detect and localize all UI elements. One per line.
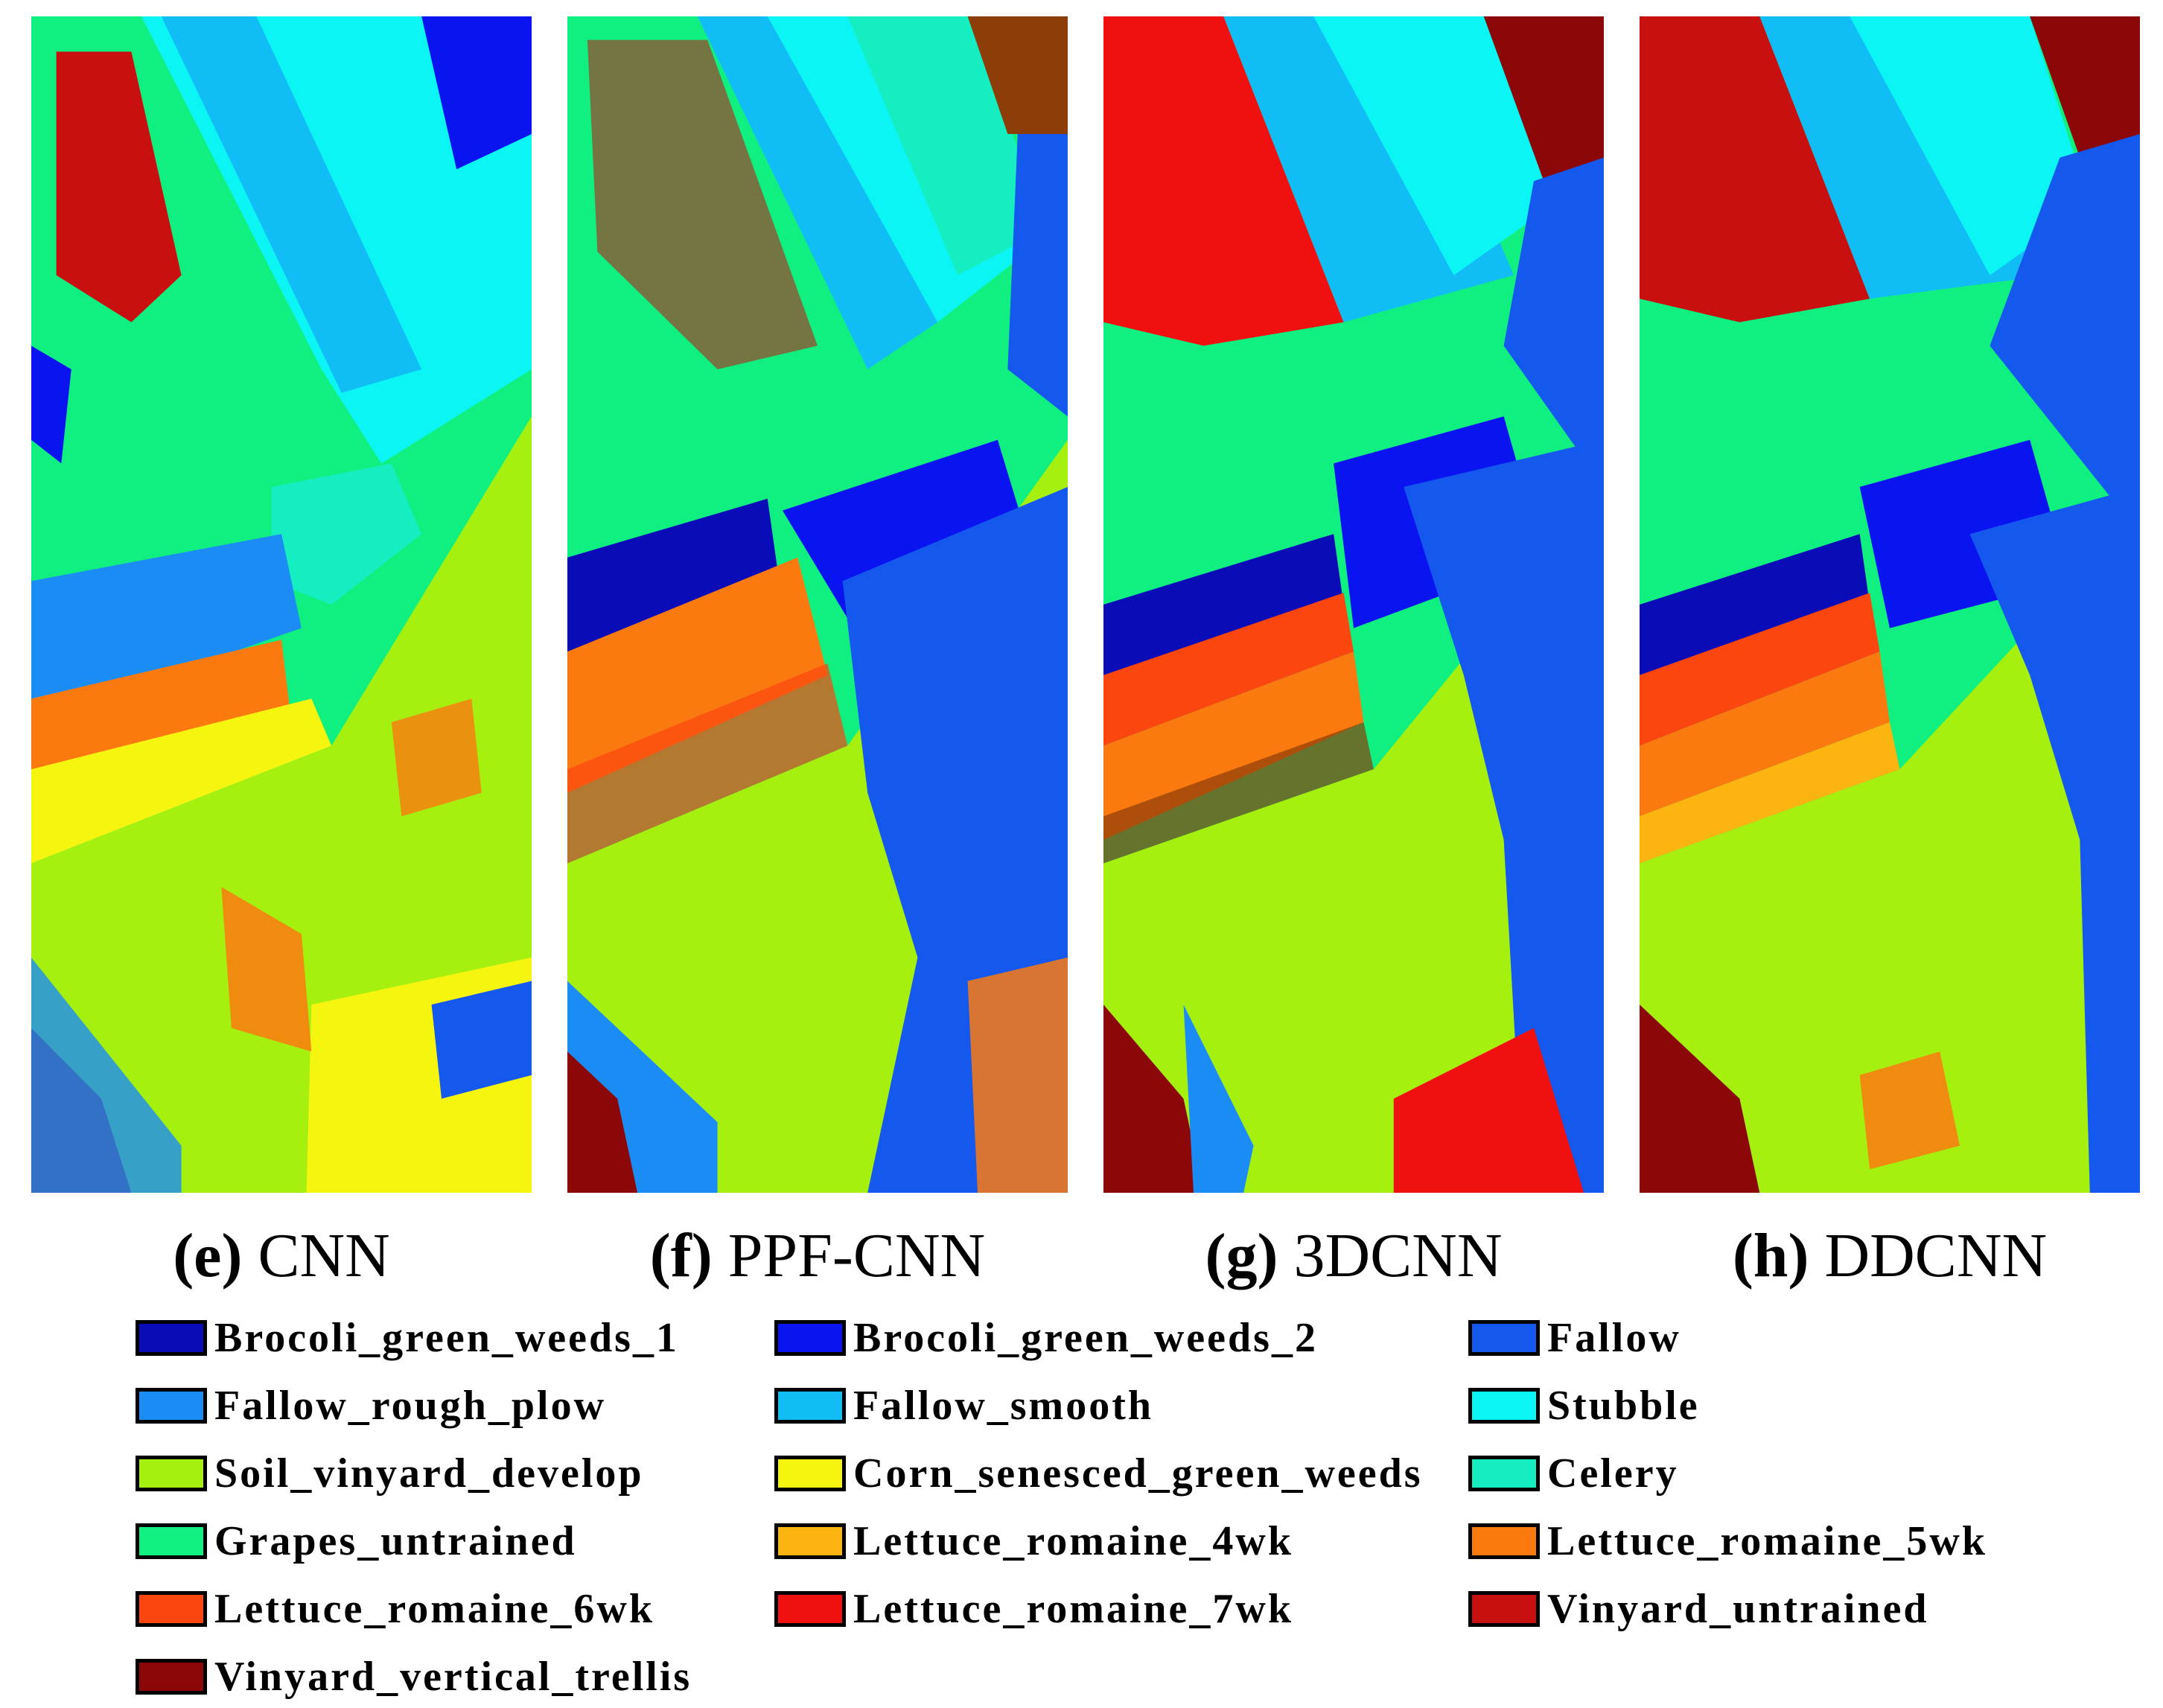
legend-swatch: [136, 1456, 207, 1491]
caption-method: 3DCNN: [1293, 1221, 1503, 1290]
legend-swatch: [774, 1456, 846, 1491]
caption-method: DDCNN: [1824, 1221, 2048, 1290]
caption-cnn: (e) CNN: [31, 1223, 532, 1290]
legend-item: Brocoli_green_weeds_1: [136, 1312, 679, 1364]
legend-label: Lettuce_romaine_4wk: [853, 1518, 1293, 1564]
caption-letter: (e): [173, 1221, 243, 1290]
legend-item: Lettuce_romaine_4wk: [774, 1515, 1293, 1567]
caption-method: CNN: [258, 1221, 390, 1290]
legend-label: Lettuce_romaine_6wk: [214, 1586, 654, 1632]
classification-map-3dcnn: [1103, 16, 1604, 1193]
legend-item: Fallow_rough_plow: [136, 1380, 606, 1432]
legend-label: Fallow: [1547, 1315, 1681, 1361]
classification-map-ddcnn: [1640, 16, 2140, 1193]
caption-letter: (f): [649, 1221, 713, 1290]
legend-item: Brocoli_green_weeds_2: [774, 1312, 1318, 1364]
legend-label: Vinyard_untrained: [1547, 1586, 1929, 1632]
legend-item: Vinyard_vertical_trellis: [136, 1651, 692, 1703]
legend-swatch: [1468, 1388, 1540, 1424]
legend-label: Lettuce_romaine_7wk: [853, 1586, 1293, 1632]
legend-label: Lettuce_romaine_5wk: [1547, 1518, 1987, 1564]
legend-label: Fallow_rough_plow: [214, 1383, 607, 1429]
legend-item: Lettuce_romaine_5wk: [1468, 1515, 1987, 1567]
legend-item: Stubble: [1468, 1380, 1700, 1432]
legend-swatch: [136, 1659, 207, 1695]
legend-swatch: [774, 1523, 846, 1559]
legend-swatch: [136, 1388, 207, 1424]
caption-3dcnn: (g) 3DCNN: [1103, 1223, 1604, 1290]
legend-swatch: [1468, 1320, 1540, 1356]
legend-swatch: [136, 1320, 207, 1356]
caption-ddcnn: (h) DDCNN: [1640, 1223, 2140, 1290]
legend-label: Vinyard_vertical_trellis: [214, 1654, 692, 1700]
legend-label: Corn_senesced_green_weeds: [853, 1450, 1423, 1497]
caption-letter: (g): [1205, 1221, 1278, 1290]
legend-swatch: [774, 1388, 846, 1424]
caption-letter: (h): [1732, 1221, 1809, 1290]
legend-item: Soil_vinyard_develop: [136, 1447, 644, 1500]
legend-item: Grapes_untrained: [136, 1515, 577, 1567]
legend-swatch: [136, 1523, 207, 1559]
legend-swatch: [1468, 1523, 1540, 1559]
legend-label: Brocoli_green_weeds_1: [214, 1315, 679, 1361]
legend-item: Corn_senesced_green_weeds: [774, 1447, 1423, 1500]
legend-item: Fallow: [1468, 1312, 1681, 1364]
legend-swatch: [774, 1320, 846, 1356]
legend-label: Celery: [1547, 1450, 1679, 1497]
legend-item: Lettuce_romaine_7wk: [774, 1583, 1293, 1635]
legend-label: Stubble: [1547, 1383, 1700, 1429]
classification-map-ppf-cnn: [567, 16, 1068, 1193]
legend-item: Vinyard_untrained: [1468, 1583, 1929, 1635]
legend-swatch: [1468, 1591, 1540, 1627]
legend-item: Lettuce_romaine_6wk: [136, 1583, 654, 1635]
caption-ppf-cnn: (f) PPF-CNN: [567, 1223, 1068, 1290]
legend-label: Brocoli_green_weeds_2: [853, 1315, 1318, 1361]
legend-item: Celery: [1468, 1447, 1679, 1500]
legend-item: Fallow_smooth: [774, 1380, 1153, 1432]
legend-label: Grapes_untrained: [214, 1518, 577, 1564]
legend-label: Fallow_smooth: [853, 1383, 1153, 1429]
legend-swatch: [1468, 1456, 1540, 1491]
caption-method: PPF-CNN: [727, 1221, 986, 1290]
classification-map-cnn: [31, 16, 532, 1193]
legend-swatch: [136, 1591, 207, 1627]
legend-swatch: [774, 1591, 846, 1627]
legend-label: Soil_vinyard_develop: [214, 1450, 644, 1497]
